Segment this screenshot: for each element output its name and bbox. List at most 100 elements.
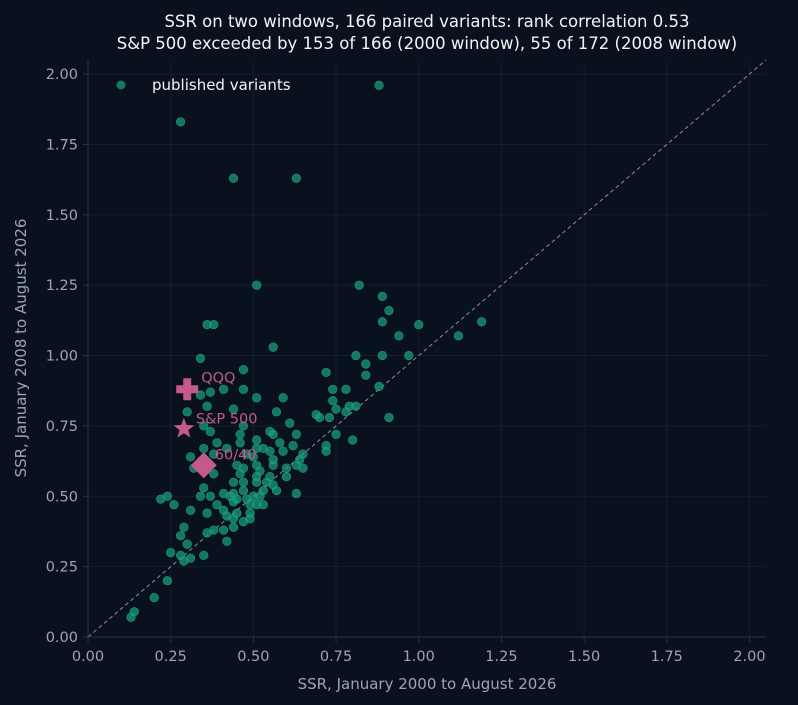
data-point (377, 317, 387, 327)
x-axis-label: SSR, January 2000 to August 2026 (298, 675, 557, 693)
data-point (341, 407, 351, 417)
data-point (268, 460, 278, 470)
data-point (202, 528, 212, 538)
data-point (199, 421, 209, 431)
data-point (384, 412, 394, 423)
data-point (235, 469, 245, 479)
data-point (228, 404, 239, 414)
data-point (268, 342, 278, 352)
data-point (285, 418, 295, 428)
data-point (354, 280, 364, 290)
data-point (252, 477, 262, 487)
x-tick-label: 0.75 (320, 649, 352, 665)
y-tick-label: 2.00 (46, 67, 78, 83)
data-point (351, 350, 361, 361)
y-tick-label: 0.50 (46, 489, 78, 505)
data-point (228, 477, 239, 487)
data-point (245, 514, 255, 524)
chart-title-line1: SSR on two windows, 166 paired variants:… (165, 12, 690, 31)
benchmark-marker-sp500 (173, 417, 195, 438)
legend-marker (116, 80, 126, 90)
data-point (331, 404, 341, 414)
data-point (209, 469, 219, 479)
y-tick-label: 1.75 (46, 137, 78, 153)
benchmark-marker-6040 (190, 452, 217, 479)
data-point (228, 497, 239, 507)
x-tick-label: 1.00 (403, 649, 435, 665)
data-point (258, 500, 268, 510)
data-points (126, 80, 487, 622)
data-point (351, 401, 361, 411)
data-point (228, 514, 239, 524)
data-point (384, 305, 394, 316)
data-point (328, 384, 338, 394)
data-point (321, 367, 331, 378)
y-tick-label: 1.25 (46, 278, 78, 294)
data-point (248, 452, 258, 462)
data-point (291, 173, 301, 183)
data-point (162, 491, 172, 501)
data-point (377, 350, 387, 361)
data-point (166, 547, 176, 558)
data-point (185, 553, 196, 563)
data-point (278, 393, 288, 403)
data-point (228, 173, 239, 183)
axes: 0.00 0.25 0.50 0.75 1.00 1.25 1.50 1.75 2.00 0.00… (46, 60, 766, 665)
diagonal-reference-line (87, 59, 767, 638)
data-point (182, 539, 192, 549)
data-point (205, 426, 215, 437)
data-point (235, 429, 245, 439)
data-point (361, 359, 371, 369)
data-point (238, 477, 249, 487)
data-point (404, 350, 414, 361)
data-point (361, 370, 371, 380)
x-tick-label: 0.25 (155, 649, 187, 665)
data-point (268, 429, 278, 439)
data-point (195, 390, 206, 400)
legend-label: published variants (152, 76, 291, 94)
data-point (209, 319, 219, 330)
data-point (252, 435, 262, 445)
y-tick-label: 0.00 (46, 630, 78, 646)
data-point (199, 483, 209, 493)
data-point (199, 443, 209, 454)
data-point (281, 471, 292, 482)
data-point (288, 441, 298, 451)
chart-title-line2: S&P 500 exceeded by 153 of 166 (2000 win… (117, 34, 737, 53)
data-point (176, 531, 186, 541)
y-tick-label: 1.00 (46, 349, 78, 365)
data-point (278, 446, 288, 456)
data-point (374, 80, 384, 90)
data-point (265, 446, 275, 456)
data-point (255, 491, 265, 501)
data-point (275, 438, 285, 448)
data-point (222, 536, 232, 546)
x-tick-label: 1.75 (651, 649, 683, 665)
y-axis-label: SSR, January 2008 to August 2026 (12, 219, 30, 478)
data-point (219, 384, 229, 394)
data-point (341, 384, 351, 394)
data-point (298, 463, 308, 473)
data-point (238, 365, 249, 375)
data-point (182, 407, 192, 417)
data-point (126, 612, 136, 622)
data-point (228, 522, 239, 532)
data-point (291, 429, 301, 439)
data-point (414, 319, 424, 330)
data-point (209, 449, 219, 459)
data-point (281, 463, 292, 473)
y-tick-label: 0.75 (46, 419, 78, 435)
data-point (394, 331, 404, 341)
legend: published variants (116, 76, 291, 94)
data-point (321, 446, 331, 456)
y-tick-label: 0.25 (46, 560, 78, 576)
data-point (222, 443, 232, 454)
x-tick-label: 1.50 (568, 649, 600, 665)
data-point (252, 280, 262, 290)
data-point (185, 452, 196, 462)
data-point (291, 488, 301, 499)
data-point (212, 500, 222, 510)
data-point (195, 353, 206, 363)
data-point (205, 387, 215, 397)
